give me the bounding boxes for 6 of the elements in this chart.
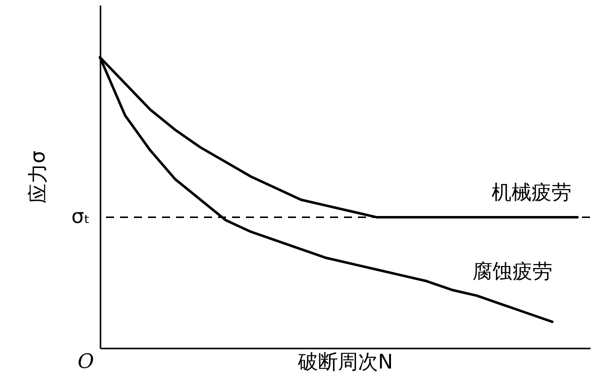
text: O (78, 349, 94, 373)
x-axis-title: 破断周次N (297, 350, 393, 374)
y-axis-title: 应力σ (26, 150, 50, 204)
ref-line-label: σₜ (71, 204, 90, 228)
series-label: 腐蚀疲劳 (472, 258, 552, 283)
series-label: 机械疲劳 (491, 180, 572, 204)
